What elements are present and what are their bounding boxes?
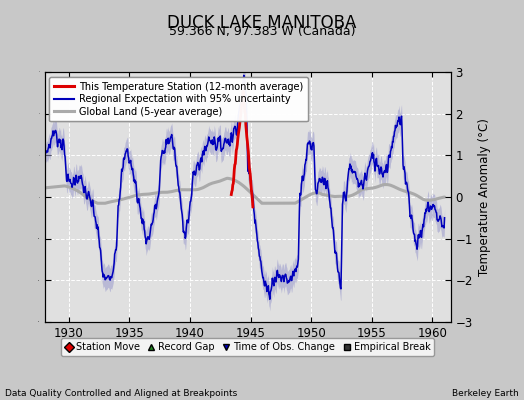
Text: Berkeley Earth: Berkeley Earth bbox=[452, 389, 519, 398]
Text: Data Quality Controlled and Aligned at Breakpoints: Data Quality Controlled and Aligned at B… bbox=[5, 389, 237, 398]
Legend: This Temperature Station (12-month average), Regional Expectation with 95% uncer: This Temperature Station (12-month avera… bbox=[49, 77, 308, 122]
Text: 59.366 N, 97.383 W (Canada): 59.366 N, 97.383 W (Canada) bbox=[169, 25, 355, 38]
Y-axis label: Temperature Anomaly (°C): Temperature Anomaly (°C) bbox=[478, 118, 492, 276]
Legend: Station Move, Record Gap, Time of Obs. Change, Empirical Break: Station Move, Record Gap, Time of Obs. C… bbox=[61, 338, 434, 356]
Text: DUCK LAKE MANITOBA: DUCK LAKE MANITOBA bbox=[167, 14, 357, 32]
